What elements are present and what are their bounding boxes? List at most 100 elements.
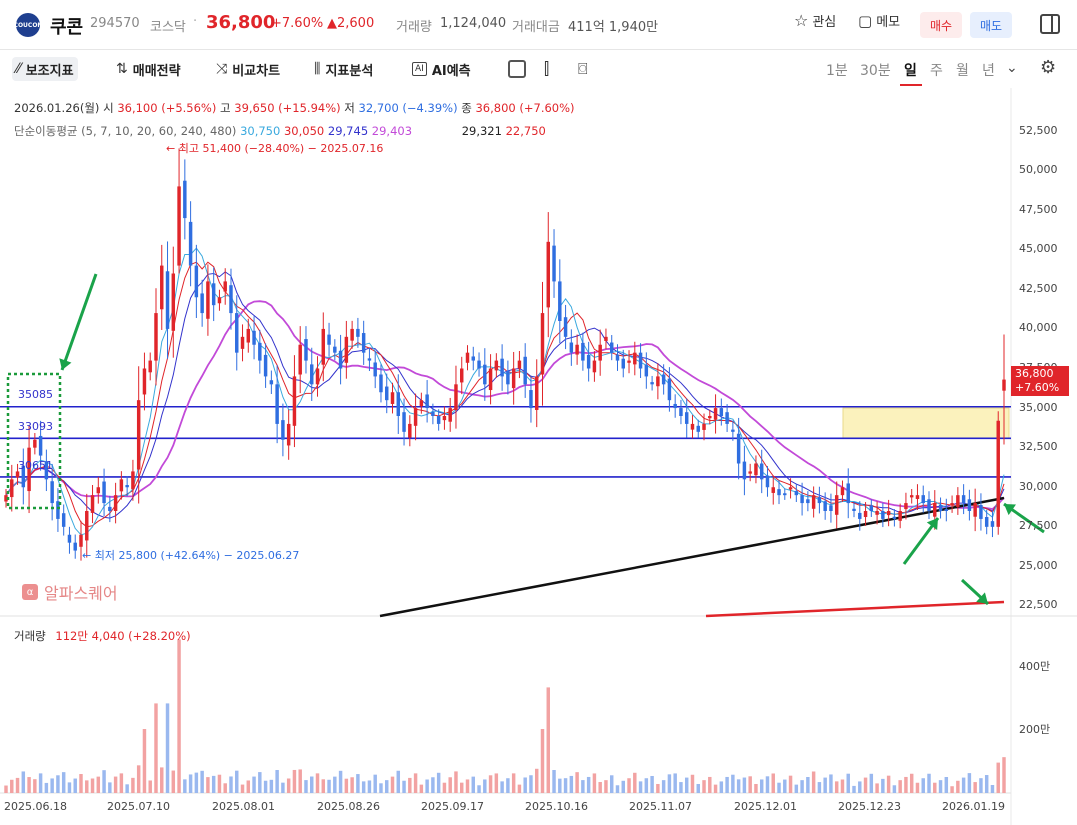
volume-bar [834, 781, 839, 793]
candle-body [344, 336, 349, 363]
candle-body [598, 344, 602, 361]
volume-bar [748, 776, 752, 793]
candle-body [621, 358, 625, 369]
volume-bar [598, 782, 602, 793]
side-panel-icon[interactable] [1040, 14, 1060, 34]
square-tool-icon[interactable] [508, 60, 526, 78]
volume-bar [892, 785, 897, 793]
volume-bar [886, 775, 891, 793]
hline-label-3: 30651 [18, 459, 53, 472]
candle-body [465, 352, 470, 363]
volume-bar [275, 770, 279, 793]
volume-bar [4, 785, 8, 793]
x-tick: 2025.10.16 [525, 800, 588, 813]
amount-label: 거래대금 [512, 20, 560, 35]
candle-body [361, 333, 366, 353]
buy-button[interactable]: 매수 [920, 12, 962, 38]
close-label: 종 [461, 101, 472, 115]
ai-chip-icon: AI [412, 62, 427, 76]
volume-bar [742, 777, 747, 793]
candle-body [460, 368, 464, 383]
analysis-button[interactable]: ⫼ 지표분석 [314, 57, 373, 81]
volume-bar [96, 776, 101, 793]
candle-body [592, 360, 597, 373]
volume-bar [27, 777, 31, 793]
candle-body [27, 447, 31, 492]
period-week[interactable]: 주 [930, 63, 943, 79]
compare-button[interactable]: ⤨ 비교차트 [216, 57, 280, 81]
volume-bar [979, 778, 983, 793]
candle-body [794, 491, 799, 496]
period-year[interactable]: 년 [982, 63, 995, 79]
volume-bar [996, 762, 1000, 793]
volume-label: 거래량 [396, 20, 432, 35]
candle-body [817, 497, 822, 504]
candle-body [996, 420, 1000, 527]
volume-bar [38, 773, 43, 793]
candle-body [886, 511, 891, 516]
price-tag-pct: +7.60% [1015, 381, 1060, 394]
candle-body [125, 485, 129, 488]
watch-button[interactable]: ☆ 관심 [794, 11, 836, 30]
volume-bar [356, 774, 360, 793]
candle-body [869, 505, 874, 511]
x-tick: 2025.08.01 [212, 800, 275, 813]
volume-bar [765, 776, 770, 793]
candle-body [938, 504, 943, 511]
ai-predict-button[interactable]: AI AI예측 [412, 57, 471, 81]
period-1min[interactable]: 1분 [826, 63, 848, 79]
candle-body [252, 330, 256, 345]
candle-body [511, 368, 516, 389]
indicators-button[interactable]: ⁄⁄ 보조지표 [12, 57, 78, 81]
screenshot-button[interactable]: ⌼ [578, 57, 588, 81]
green-arrow-3-head [1004, 504, 1016, 516]
sell-button[interactable]: 매도 [970, 12, 1012, 38]
candle-body [840, 487, 845, 496]
green-arrow-1 [60, 273, 98, 371]
volume-bar [298, 769, 302, 793]
candle-body [765, 475, 770, 488]
stock-header: COUCON 쿠콘 294570 코스닥 · 36,800 +7.60% ▲2,… [0, 0, 1077, 50]
chart-type-button[interactable]: ⫿ [544, 57, 549, 81]
gear-icon[interactable]: ⚙ [1040, 57, 1057, 78]
volume-bar [56, 775, 60, 793]
volume-bar [200, 770, 204, 793]
volume-bar [408, 777, 412, 793]
candle-body [961, 495, 966, 504]
volume-bar [615, 785, 620, 793]
active-period-underline [900, 84, 922, 86]
candle-body [834, 495, 839, 515]
volume-bar [21, 771, 26, 793]
ma60-value: 29,321 [461, 124, 502, 138]
volume-bar [177, 639, 181, 793]
volume-bar [713, 784, 718, 793]
x-tick: 2026.01.19 [942, 800, 1005, 813]
alphasquare-watermark: α 알파스퀘어 [22, 580, 118, 604]
change-percent: +7.60% [271, 16, 324, 31]
volume-bar [736, 779, 741, 793]
period-day[interactable]: 일 [904, 63, 917, 79]
strategy-button[interactable]: ⇅ 매매전략 [116, 57, 181, 81]
chevron-down-icon[interactable]: ⌄ [1006, 60, 1018, 76]
ma240-value: 22,750 [505, 124, 546, 138]
period-month[interactable]: 월 [956, 63, 969, 79]
hline-label-2: 33093 [18, 420, 53, 433]
volume-bar [488, 775, 493, 793]
candle-body [33, 439, 37, 448]
volume-bar [483, 779, 487, 793]
volume-bar [990, 785, 995, 793]
candle-body [200, 293, 204, 314]
chart-toolbar: ⁄⁄ 보조지표 ⇅ 매매전략 ⤨ 비교차트 ⫼ 지표분석 AI AI예측 ⫿ ⌼… [0, 50, 1077, 88]
memo-button[interactable]: ▢ 메모 [858, 11, 900, 31]
candle-body [783, 493, 787, 496]
volume-bar [102, 770, 106, 793]
volume-bar [90, 778, 95, 793]
candle-body [442, 416, 447, 421]
candle-body [356, 328, 360, 337]
close-value: 36,800 (+7.60%) [475, 101, 575, 115]
period-30min[interactable]: 30분 [860, 63, 891, 79]
candle-body [258, 342, 262, 361]
volume-bar [477, 785, 481, 793]
candle-body [967, 499, 972, 511]
price-chart[interactable] [0, 88, 1077, 825]
